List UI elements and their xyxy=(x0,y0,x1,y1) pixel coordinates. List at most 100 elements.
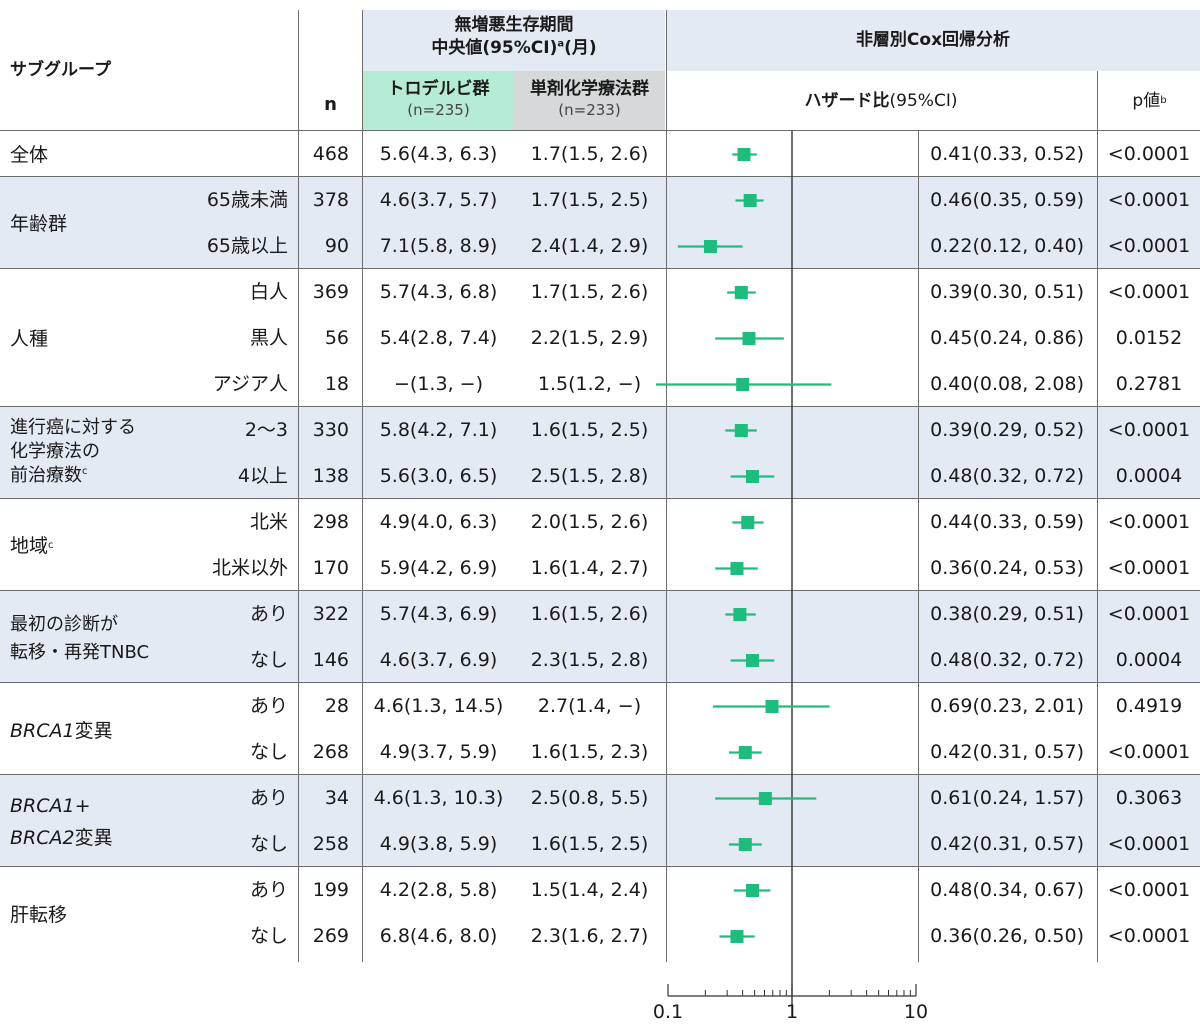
row-band xyxy=(0,407,1200,499)
plot-divider xyxy=(918,130,919,962)
hr-point-marker xyxy=(738,838,752,851)
row-arm2-pfs: 2.4(1.4, 2.9) xyxy=(530,234,649,257)
row-n: 468 xyxy=(312,142,349,165)
row-arm2-pfs: 2.5(0.8, 5.5) xyxy=(530,786,649,809)
row-subgroup-label: なし xyxy=(249,648,288,671)
group-label-liver-metastasis: 肝転移 xyxy=(10,903,68,926)
row-arm2-pfs: 1.6(1.5, 2.5) xyxy=(530,832,649,855)
group-label-race: 人種 xyxy=(10,327,49,350)
row-n: 18 xyxy=(324,372,349,395)
row-p-value: <0.0001 xyxy=(1107,234,1191,257)
row-subgroup-label: 4以上 xyxy=(237,464,288,487)
row-arm1-pfs: 5.7(4.3, 6.8) xyxy=(379,280,498,303)
row-subgroup-label: 2〜3 xyxy=(244,418,288,441)
brca-line1: BRCA1+ xyxy=(10,795,91,817)
row-arm2-pfs: 1.5(1.2, −) xyxy=(537,372,642,395)
row-arm2-pfs: 1.6(1.5, 2.6) xyxy=(530,602,649,625)
hr-point-marker xyxy=(742,332,756,345)
row-arm1-pfs: 7.1(5.8, 8.9) xyxy=(379,234,498,257)
row-arm2-pfs: 2.7(1.4, −) xyxy=(537,694,642,717)
row-n: 322 xyxy=(312,602,349,625)
row-arm1-pfs: 5.6(3.0, 6.5) xyxy=(379,464,498,487)
row-arm1-pfs: 5.8(4.2, 7.1) xyxy=(379,418,498,441)
row-arm1-pfs: 5.6(4.3, 6.3) xyxy=(379,142,498,165)
row-p-value: <0.0001 xyxy=(1107,188,1191,211)
row-n: 330 xyxy=(312,418,349,441)
row-arm2-pfs: 2.0(1.5, 2.6) xyxy=(530,510,649,533)
row-subgroup-label: アジア人 xyxy=(212,372,288,395)
row-p-value: <0.0001 xyxy=(1107,142,1191,165)
group-label-region: 地域 c xyxy=(10,534,54,557)
group-rule xyxy=(0,682,1200,683)
row-subgroup-label: あり xyxy=(249,602,288,625)
row-hr-text: 0.45(0.24, 0.86) xyxy=(930,326,1084,349)
row-arm1-pfs: 4.6(3.7, 6.9) xyxy=(379,648,498,671)
hr-point-marker xyxy=(730,930,744,943)
group-label-brca1-brca2: BRCA1+ BRCA2変異 xyxy=(10,790,113,854)
x-tick-label: 10 xyxy=(904,1001,928,1023)
row-n: 268 xyxy=(312,740,349,763)
cox-header: 非層別Cox回帰分析 xyxy=(855,29,1011,50)
row-p-value: <0.0001 xyxy=(1107,924,1191,947)
row-hr-text: 0.69(0.23, 2.01) xyxy=(930,694,1084,717)
row-hr-text: 0.42(0.31, 0.57) xyxy=(930,740,1084,763)
row-hr-text: 0.40(0.08, 2.08) xyxy=(930,372,1084,395)
row-band xyxy=(0,591,1200,683)
prior-therapy-line2: 化学療法の xyxy=(10,441,100,462)
row-n: 258 xyxy=(312,832,349,855)
row-arm2-pfs: 1.7(1.5, 2.5) xyxy=(530,188,649,211)
arm1-label: トロデルビ群 xyxy=(387,79,490,99)
row-arm2-pfs: 2.3(1.6, 2.7) xyxy=(530,924,649,947)
row-subgroup-label: 北米以外 xyxy=(211,556,288,579)
row-hr-text: 0.38(0.29, 0.51) xyxy=(930,602,1084,625)
row-p-value: <0.0001 xyxy=(1107,510,1191,533)
row-hr-text: 0.36(0.24, 0.53) xyxy=(930,556,1084,579)
hr-point-marker xyxy=(745,654,759,667)
row-subgroup-label: 白人 xyxy=(249,280,288,303)
subgroup-header: サブグループ xyxy=(10,59,111,80)
group-rule xyxy=(0,590,1200,591)
x-tick-label: 0.1 xyxy=(653,1001,683,1023)
row-band xyxy=(0,177,1200,269)
row-subgroup-label: なし xyxy=(249,924,288,947)
row-hr-text: 0.39(0.30, 0.51) xyxy=(930,280,1084,303)
row-p-value: <0.0001 xyxy=(1107,280,1191,303)
row-hr-text: 0.44(0.33, 0.59) xyxy=(930,510,1084,533)
row-arm2-pfs: 2.5(1.5, 2.8) xyxy=(530,464,649,487)
row-n: 28 xyxy=(324,694,349,717)
cox-header-bg xyxy=(666,10,1200,71)
pfs-header: 無増悪生存期間 中央値(95%CI)a(月) xyxy=(363,14,665,60)
row-hr-text: 0.39(0.29, 0.52) xyxy=(930,418,1084,441)
row-arm1-pfs: 4.9(3.7, 5.9) xyxy=(379,740,498,763)
brca-line2: BRCA2変異 xyxy=(10,827,113,849)
header-rule xyxy=(0,130,1200,131)
arm1-header-bg xyxy=(363,71,514,130)
row-hr-text: 0.36(0.26, 0.50) xyxy=(930,924,1084,947)
row-n: 378 xyxy=(312,188,349,211)
row-arm1-pfs: 5.4(2.8, 7.4) xyxy=(379,326,498,349)
pfs-title-line2: 中央値(95%CI)a(月) xyxy=(431,38,597,58)
row-subgroup-label: あり xyxy=(249,694,288,717)
row-p-value: 0.3063 xyxy=(1115,786,1183,809)
row-arm2-pfs: 1.7(1.5, 2.6) xyxy=(530,280,649,303)
row-n: 90 xyxy=(324,234,349,257)
row-arm1-pfs: 6.8(4.6, 8.0) xyxy=(379,924,498,947)
row-band xyxy=(0,775,1200,867)
row-n: 56 xyxy=(324,326,349,349)
p-header: p値 b xyxy=(1132,90,1167,111)
arm2-header: 単剤化学療法群 (n=233) xyxy=(514,78,665,119)
row-hr-text: 0.61(0.24, 1.57) xyxy=(930,786,1084,809)
row-subgroup-label: 65歳以上 xyxy=(206,234,288,257)
hr-point-marker xyxy=(741,516,755,529)
row-p-value: <0.0001 xyxy=(1107,878,1191,901)
group-label-overall: 全体 xyxy=(10,143,49,166)
row-hr-text: 0.46(0.35, 0.59) xyxy=(930,188,1084,211)
row-subgroup-label: 65歳未満 xyxy=(206,188,288,211)
row-arm1-pfs: −(1.3, −) xyxy=(394,372,483,395)
hr-point-marker xyxy=(743,194,757,207)
group-rule xyxy=(0,176,1200,177)
prior-therapy-line1: 進行癌に対する xyxy=(10,417,136,438)
group-rule xyxy=(0,866,1200,867)
row-p-value: 0.4919 xyxy=(1115,694,1183,717)
group-rule xyxy=(0,774,1200,775)
